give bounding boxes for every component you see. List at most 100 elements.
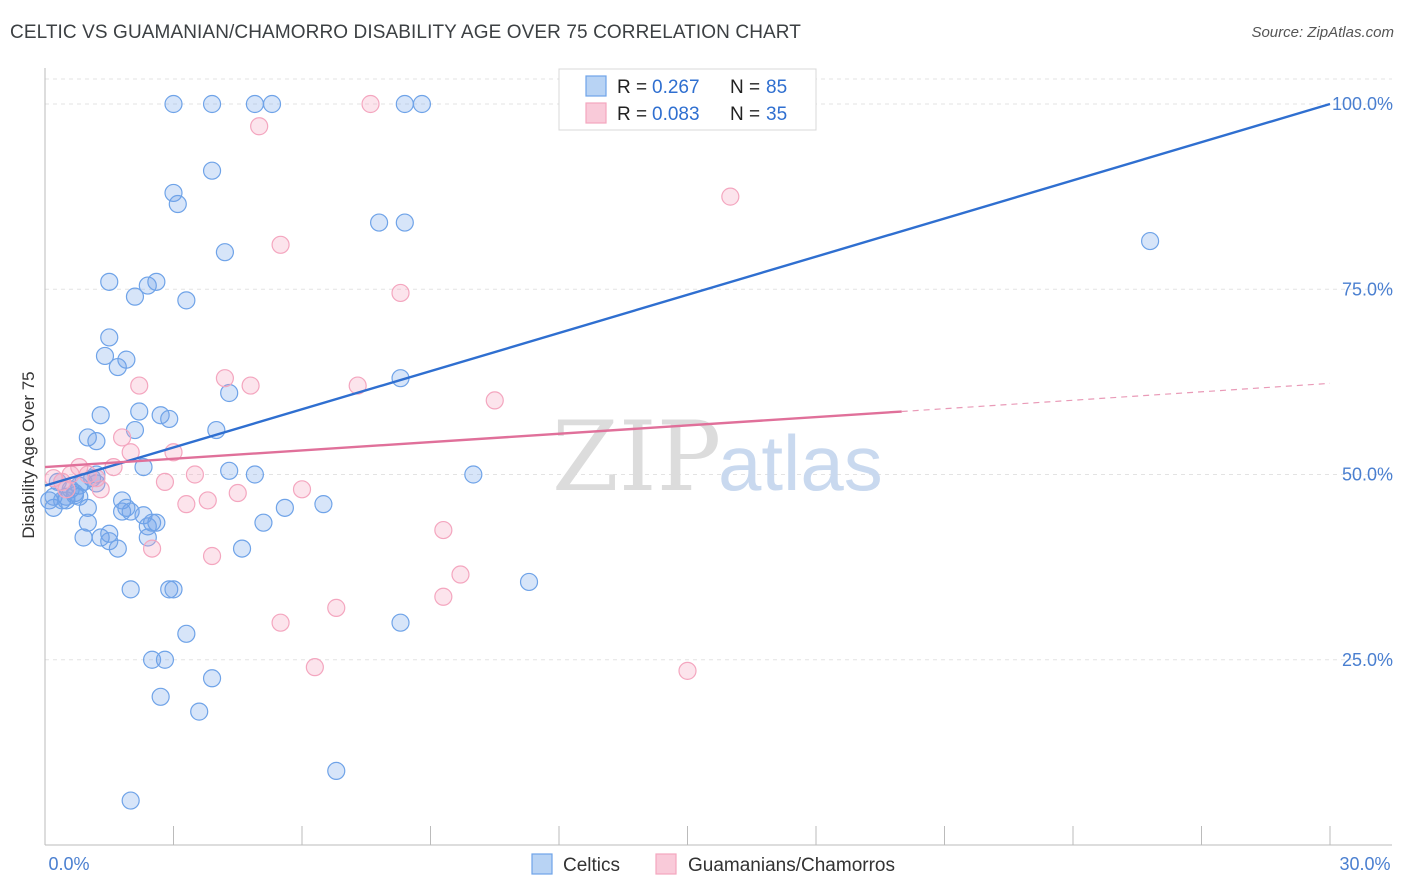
celtics-point bbox=[177, 291, 196, 310]
guamanian-point bbox=[434, 587, 453, 606]
celtics-point bbox=[314, 495, 333, 514]
celtics-point bbox=[138, 528, 157, 547]
celtics-point bbox=[125, 287, 145, 306]
guamanian-point bbox=[228, 483, 247, 503]
y-tick-label: 50.0% bbox=[1342, 465, 1393, 485]
celtics-trend-line bbox=[44, 102, 1331, 487]
celtics-point bbox=[95, 346, 115, 366]
celtics-point bbox=[160, 580, 179, 599]
legend-r-label-2: R = bbox=[617, 104, 647, 125]
celtics-point bbox=[177, 624, 196, 643]
celtics-point bbox=[327, 761, 346, 781]
guamanian-trend-line bbox=[44, 410, 902, 469]
bottom-legend-swatch-guamanians bbox=[655, 853, 677, 875]
x-tick-label-min: 0.0% bbox=[48, 854, 89, 874]
celtics-point bbox=[100, 272, 119, 291]
guamanian-point bbox=[202, 546, 222, 566]
celtics-point bbox=[220, 383, 239, 403]
trend-lines bbox=[44, 102, 1331, 487]
legend-r-value-1: 0.267 bbox=[652, 77, 700, 98]
celtics-point bbox=[78, 498, 97, 517]
guamanian-point bbox=[348, 376, 367, 395]
celtics-point bbox=[87, 432, 106, 451]
guamanian-point bbox=[361, 94, 380, 114]
legend-swatch-guamanians bbox=[585, 102, 607, 124]
guamanian-point bbox=[271, 613, 290, 632]
celtics-point bbox=[78, 513, 97, 532]
watermark-zip: ZIP bbox=[552, 401, 721, 513]
celtics-point bbox=[202, 94, 222, 114]
guamanian-point bbox=[292, 480, 312, 499]
guamanian-point bbox=[271, 235, 290, 254]
guamanian-point bbox=[678, 661, 697, 680]
celtics-point bbox=[117, 498, 136, 517]
celtics-point bbox=[245, 465, 264, 484]
celtics-point bbox=[164, 94, 183, 114]
legend-n-value-2: 35 bbox=[766, 104, 787, 125]
celtics-point bbox=[160, 409, 179, 429]
guamanian-point bbox=[130, 376, 149, 395]
celtics-point bbox=[142, 513, 162, 532]
celtics-point bbox=[130, 402, 149, 421]
celtics-point bbox=[121, 580, 140, 599]
celtics-point bbox=[108, 539, 127, 558]
guamanian-point bbox=[142, 539, 162, 558]
celtics-point bbox=[164, 183, 183, 203]
axes bbox=[44, 68, 1392, 846]
celtics-point bbox=[275, 498, 294, 517]
celtics-point bbox=[370, 213, 389, 232]
chart-title: CELTIC VS GUAMANIAN/CHAMORRO DISABILITY … bbox=[10, 22, 801, 43]
celtics-point bbox=[121, 791, 140, 810]
guamanian-point bbox=[721, 187, 740, 206]
celtics-point bbox=[100, 524, 119, 543]
watermark: ZIP atlas bbox=[552, 401, 883, 513]
celtics-point bbox=[202, 669, 222, 688]
celtics-point bbox=[254, 513, 273, 532]
guamanian-point bbox=[327, 598, 346, 617]
celtics-point bbox=[134, 457, 153, 477]
celtics-point bbox=[1140, 231, 1160, 251]
data-points bbox=[40, 94, 1160, 810]
celtics-point bbox=[100, 328, 119, 347]
correlation-legend: R = 0.267 N = 85 R = 0.083 N = 35 bbox=[558, 68, 817, 131]
y-axis-label: Disability Age Over 75 bbox=[19, 371, 38, 538]
legend-n-value-1: 85 bbox=[766, 77, 787, 98]
celtics-point bbox=[464, 465, 483, 484]
x-tick-label-max: 30.0% bbox=[1339, 854, 1390, 874]
guamanian-trend-extension bbox=[901, 382, 1331, 413]
celtics-point bbox=[117, 350, 136, 369]
bottom-legend-celtics: Celtics bbox=[563, 855, 620, 876]
celtics-point bbox=[215, 243, 234, 262]
guamanian-point bbox=[112, 428, 132, 447]
guamanian-point bbox=[155, 472, 175, 492]
y-tick-label: 100.0% bbox=[1332, 94, 1393, 114]
guamanian-point bbox=[485, 391, 504, 410]
celtics-point bbox=[155, 650, 175, 669]
celtics-point bbox=[202, 161, 222, 180]
guamanian-point bbox=[391, 283, 410, 303]
grid-lines bbox=[45, 78, 1392, 661]
legend-n-label-1: N = bbox=[730, 77, 760, 98]
bottom-legend-swatch-celtics bbox=[531, 853, 553, 875]
celtics-point bbox=[147, 272, 166, 291]
guamanian-point bbox=[241, 376, 260, 395]
celtics-point bbox=[262, 94, 282, 114]
guamanian-point bbox=[434, 520, 453, 540]
guamanian-point bbox=[250, 117, 269, 136]
guamanian-point bbox=[91, 480, 110, 499]
celtics-point bbox=[395, 213, 414, 232]
celtics-point bbox=[168, 194, 187, 214]
watermark-atlas: atlas bbox=[718, 419, 883, 507]
x-tick-labels: 0.0% 30.0% bbox=[48, 854, 1390, 874]
celtics-point bbox=[519, 572, 539, 592]
bottom-legend-guamanians: Guamanians/Chamorros bbox=[688, 855, 895, 876]
celtics-point bbox=[391, 613, 410, 632]
y-tick-label: 25.0% bbox=[1342, 650, 1393, 670]
y-tick-labels: 25.0% 50.0% 75.0% 100.0% bbox=[1332, 94, 1393, 670]
source-credit: Source: ZipAtlas.com bbox=[1251, 24, 1394, 41]
celtics-point bbox=[220, 461, 239, 480]
celtics-point bbox=[91, 406, 110, 425]
celtics-point bbox=[245, 94, 264, 114]
celtics-point bbox=[395, 94, 414, 114]
